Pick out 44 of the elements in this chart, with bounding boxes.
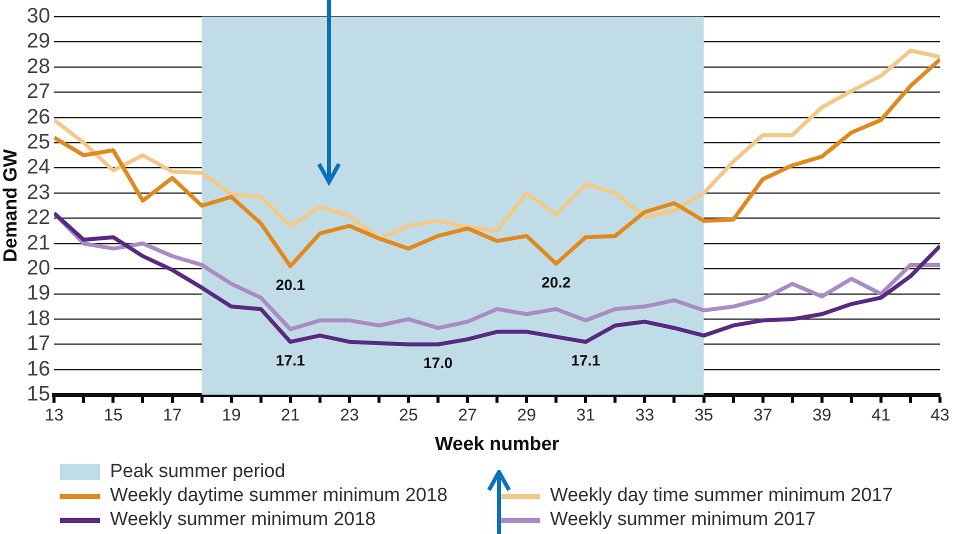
y-tick-label: 26	[26, 105, 50, 128]
y-tick-label: 18	[26, 306, 50, 330]
x-tick-label: 43	[930, 406, 950, 425]
y-axis-title: Demand GW	[0, 149, 22, 262]
y-tick-label: 23	[26, 180, 50, 204]
x-tick-label: 15	[104, 406, 123, 425]
x-tick-label: 13	[44, 406, 64, 425]
y-tick-label: 30	[26, 4, 50, 28]
annotation: 17.0	[423, 355, 453, 372]
y-tick-label: 21	[26, 231, 50, 254]
y-tick-label: 19	[26, 282, 50, 305]
y-tick-label: 16	[26, 357, 50, 380]
y-tick-label: 25	[26, 130, 50, 154]
x-tick-label: 31	[576, 406, 596, 425]
x-tick-label: 27	[458, 406, 478, 425]
y-tick-label: 29	[26, 30, 50, 53]
x-tick-label: 39	[812, 406, 832, 425]
legend-label: Weekly daytime summer minimum 2018	[110, 485, 448, 507]
y-tick-label: 15	[26, 382, 50, 406]
y-tick-label: 22	[26, 206, 50, 230]
legend-label: Peak summer period	[110, 461, 286, 483]
legend-label: Weekly summer minimum 2018	[110, 509, 376, 531]
x-tick-label: 23	[340, 406, 359, 425]
x-tick-label: 29	[517, 406, 536, 425]
legend-label: Weekly day time summer minimum 2017	[550, 485, 893, 507]
x-axis-title: Week number	[434, 434, 560, 455]
y-tick-label: 24	[26, 156, 50, 179]
x-tick-label: 21	[280, 406, 300, 425]
x-tick-label: 37	[753, 406, 772, 425]
x-tick-label: 35	[694, 406, 714, 425]
y-tick-label: 17	[26, 332, 50, 356]
x-tick-label: 19	[222, 406, 241, 425]
x-tick-label: 17	[162, 406, 182, 425]
y-tick-label: 20	[26, 256, 50, 280]
annotation: 20.1	[276, 276, 305, 294]
annotation: 17.1	[571, 352, 600, 370]
y-tick-label: 27	[26, 80, 50, 104]
annotation: 20.2	[542, 274, 571, 292]
y-tick-label: 28	[26, 54, 50, 78]
x-tick-label: 41	[871, 406, 890, 425]
annotation: 17.1	[276, 352, 305, 370]
x-tick-label: 33	[635, 406, 654, 425]
legend-label: Weekly summer minimum 2017	[550, 509, 816, 531]
x-tick-label: 25	[399, 406, 418, 425]
